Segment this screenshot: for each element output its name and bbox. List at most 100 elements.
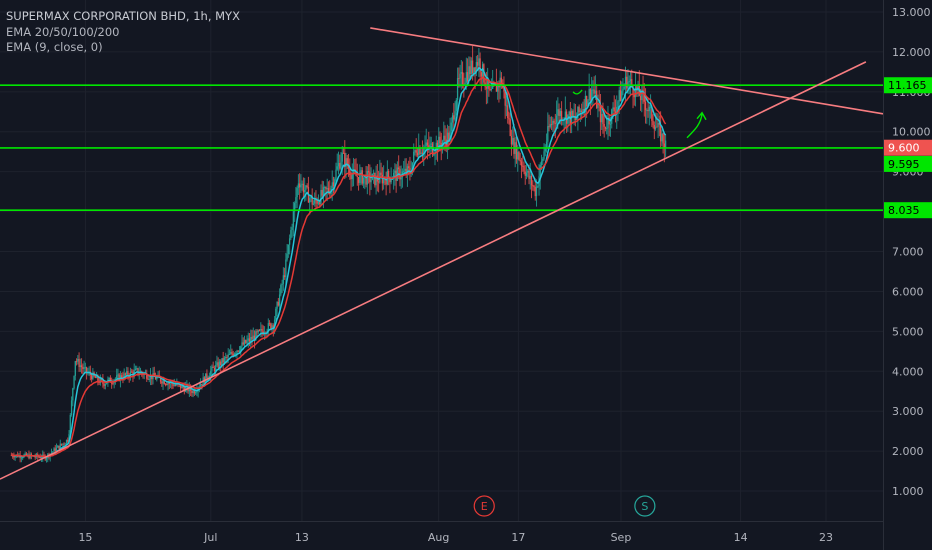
symbol-title[interactable]: SUPERMAX CORPORATION BHD, 1h, MYX bbox=[6, 9, 240, 23]
candle bbox=[131, 368, 133, 373]
price-tag: 8.035 bbox=[884, 202, 932, 219]
candle bbox=[277, 297, 279, 307]
time-axis[interactable]: 15 Jul 13 Aug 17 Sep 14 23 bbox=[78, 531, 833, 544]
hand-drawn-tick bbox=[572, 89, 583, 95]
indicator-ema-9[interactable]: EMA (9, close, 0) bbox=[6, 40, 103, 54]
candle bbox=[554, 113, 556, 139]
candle bbox=[419, 145, 421, 156]
candle bbox=[533, 184, 535, 192]
candle bbox=[527, 169, 529, 178]
candle bbox=[202, 372, 204, 385]
event-marker[interactable]: E bbox=[473, 495, 495, 517]
candle bbox=[77, 355, 79, 365]
candle bbox=[461, 61, 464, 89]
price-tag-label: 11.165 bbox=[888, 79, 927, 92]
candle bbox=[220, 359, 222, 372]
candle bbox=[652, 114, 654, 129]
candle bbox=[542, 157, 544, 166]
candle bbox=[648, 104, 650, 126]
ema-lines bbox=[11, 66, 667, 458]
candle bbox=[217, 357, 219, 370]
candle bbox=[337, 151, 340, 175]
candle bbox=[509, 112, 511, 137]
candle bbox=[500, 72, 503, 89]
candle bbox=[281, 279, 283, 294]
candle bbox=[285, 252, 287, 288]
horizontal-levels bbox=[0, 84, 883, 211]
trend-line[interactable] bbox=[0, 61, 867, 480]
candle bbox=[458, 67, 460, 88]
candle bbox=[568, 110, 570, 126]
candle bbox=[164, 383, 167, 387]
candle bbox=[293, 201, 296, 222]
candle bbox=[504, 91, 506, 119]
candle bbox=[87, 367, 89, 376]
candle bbox=[339, 154, 341, 171]
candle bbox=[78, 352, 80, 372]
candle bbox=[72, 387, 74, 407]
price-tag-label: 9.600 bbox=[888, 142, 920, 155]
candle bbox=[84, 362, 86, 374]
indicator-ema-ribbon[interactable]: EMA 20/50/100/200 bbox=[6, 24, 120, 39]
candle bbox=[306, 183, 308, 189]
candle bbox=[336, 153, 338, 171]
candle bbox=[188, 382, 191, 398]
candle bbox=[350, 171, 352, 191]
price-tag: 9.595 bbox=[884, 155, 932, 172]
price-tick-label: 1.000 bbox=[892, 485, 924, 498]
trend-line[interactable] bbox=[370, 27, 884, 115]
candle bbox=[136, 365, 138, 371]
candle bbox=[99, 374, 102, 386]
candle bbox=[83, 360, 85, 373]
candle bbox=[241, 334, 243, 350]
candle bbox=[448, 126, 450, 151]
candle bbox=[245, 339, 247, 344]
candle bbox=[659, 111, 662, 149]
candle bbox=[117, 368, 119, 379]
candle bbox=[250, 329, 252, 348]
candle bbox=[613, 95, 615, 116]
candle bbox=[168, 379, 170, 390]
candle bbox=[451, 112, 454, 134]
candle bbox=[577, 106, 579, 131]
candle bbox=[369, 164, 371, 196]
candle bbox=[481, 61, 484, 87]
candle bbox=[208, 372, 211, 378]
event-marker[interactable]: S bbox=[634, 495, 656, 517]
candle bbox=[53, 447, 55, 452]
candle bbox=[464, 77, 466, 86]
candle bbox=[261, 324, 263, 338]
candle bbox=[17, 451, 19, 458]
candle bbox=[312, 200, 315, 206]
candle bbox=[441, 139, 444, 154]
candle bbox=[354, 159, 356, 175]
price-tick-label: 2.000 bbox=[892, 445, 924, 458]
candle bbox=[558, 103, 560, 125]
candle bbox=[513, 123, 515, 159]
candle bbox=[560, 101, 563, 126]
candle bbox=[401, 168, 404, 188]
price-tick-label: 13.000 bbox=[892, 6, 931, 19]
candle bbox=[454, 101, 456, 122]
candle bbox=[480, 71, 483, 92]
candle bbox=[352, 157, 355, 187]
candle bbox=[404, 158, 406, 173]
candle bbox=[519, 152, 521, 166]
candle bbox=[390, 167, 392, 185]
candle bbox=[222, 351, 224, 370]
candle bbox=[129, 367, 132, 381]
candle bbox=[515, 136, 518, 164]
candle bbox=[134, 365, 137, 371]
candle bbox=[105, 382, 108, 385]
candle bbox=[478, 48, 480, 77]
candle bbox=[537, 184, 539, 189]
candle bbox=[344, 140, 346, 180]
candle bbox=[436, 140, 439, 162]
candle bbox=[653, 121, 655, 140]
candle bbox=[257, 329, 259, 335]
candle bbox=[360, 167, 362, 185]
candle bbox=[237, 350, 239, 353]
candle bbox=[70, 396, 73, 417]
